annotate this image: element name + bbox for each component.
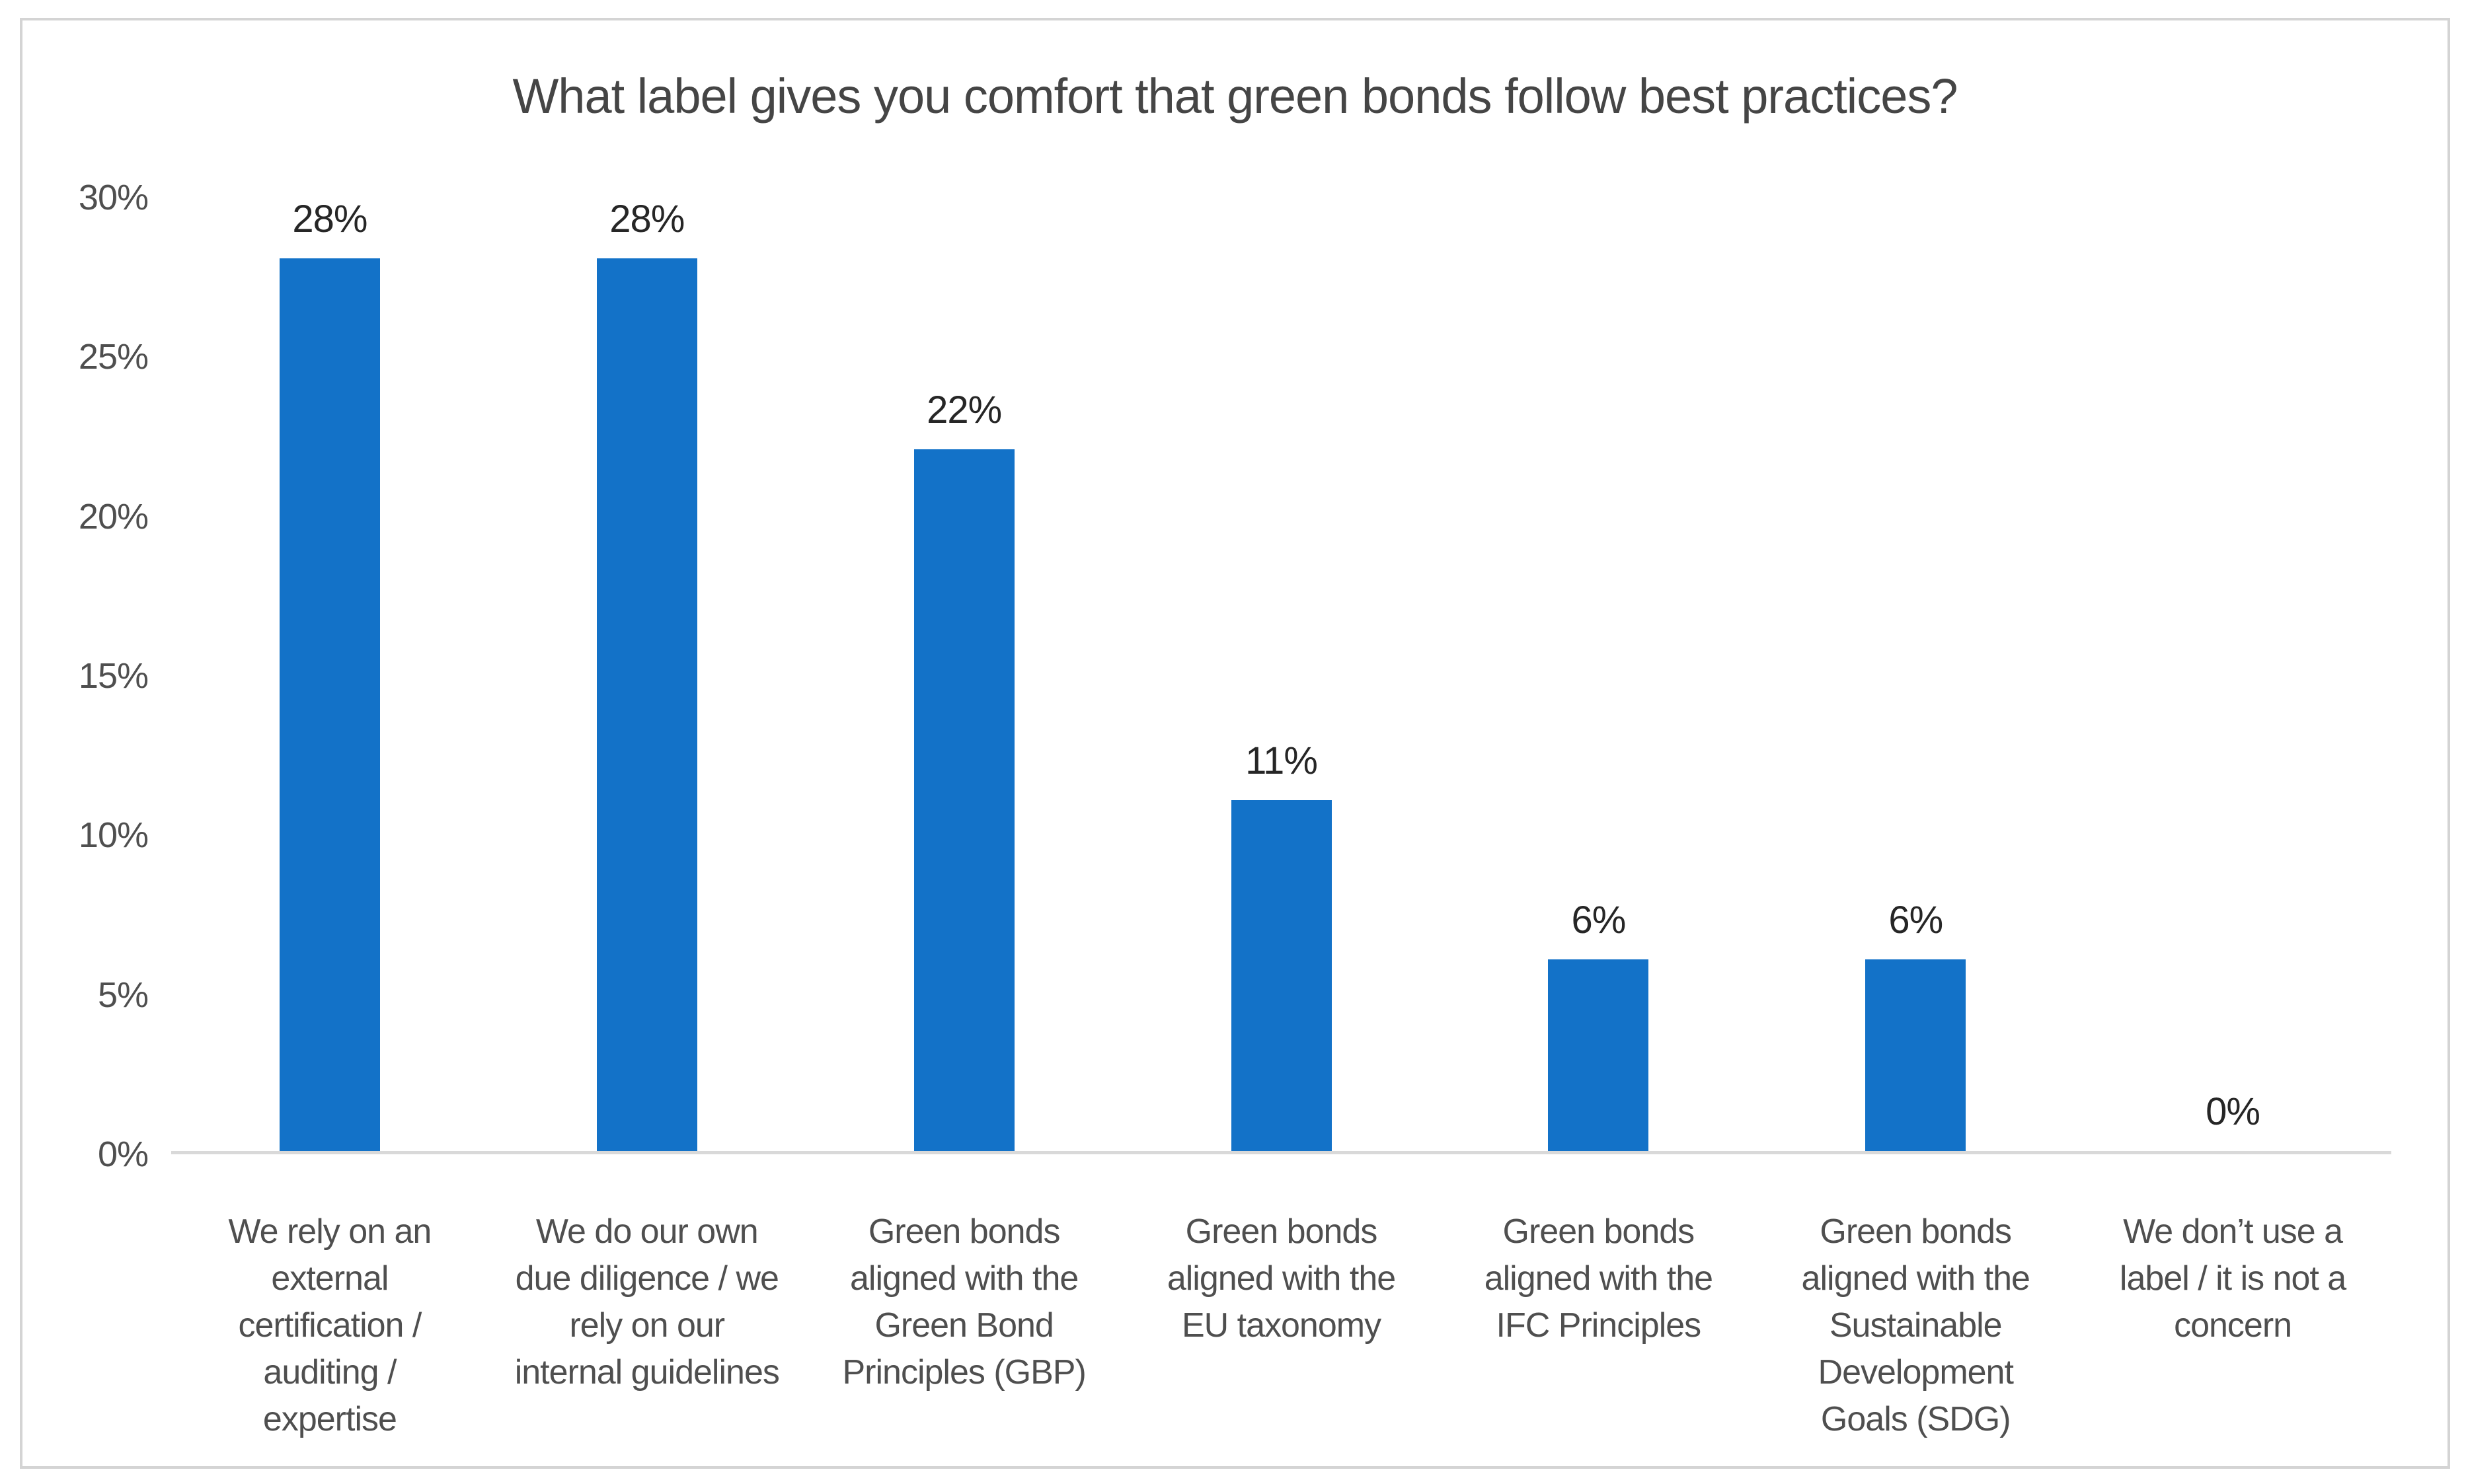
x-axis-label: Green bonds aligned with the IFC Princip…: [1484, 1212, 1713, 1345]
y-axis-tick-10: 10%: [78, 815, 149, 855]
x-axis: We rely on an external certification / a…: [171, 1208, 2391, 1443]
bar-ifc-principles: [1548, 959, 1649, 1151]
bar-value-label: 28%: [292, 197, 367, 241]
y-axis-tick-15: 15%: [78, 656, 149, 696]
bar-group: 6%: [1440, 198, 1757, 1151]
chart-title: What label gives you comfort that green …: [512, 69, 1958, 124]
chart-frame: What label gives you comfort that green …: [20, 18, 2450, 1469]
bar-green-bond-principles: [913, 449, 1015, 1151]
x-axis-label: We don’t use a label / it is not a conce…: [2119, 1212, 2346, 1345]
bar-value-label: 0%: [2206, 1090, 2260, 1133]
bar-group: 22%: [806, 198, 1123, 1151]
x-axis-label: Green bonds aligned with the Green Bond …: [842, 1212, 1086, 1391]
x-axis-label: Green bonds aligned with the Sustainable…: [1801, 1212, 2030, 1438]
bar-value-label: 6%: [1571, 899, 1626, 942]
bar-group: 6%: [1757, 198, 2074, 1151]
bar-group: 28%: [171, 198, 488, 1151]
y-axis-tick-5: 5%: [97, 975, 149, 1015]
plot-area: 28% 28% 22% 11% 6% 6% 0%: [171, 198, 2391, 1154]
y-axis-tick-25: 25%: [78, 337, 149, 377]
x-axis-label: Green bonds aligned with the EU taxonomy: [1167, 1212, 1396, 1345]
y-axis-tick-30: 30%: [78, 178, 149, 217]
bar-own-due-diligence: [596, 258, 697, 1151]
bar-group: 0%: [2074, 198, 2391, 1151]
bar-eu-taxonomy: [1231, 800, 1332, 1151]
x-axis-label: We do our own due diligence / we rely on…: [514, 1212, 780, 1391]
bar-value-label: 28%: [609, 197, 685, 241]
y-axis-tick-0: 0%: [97, 1134, 149, 1174]
bar-value-label: 11%: [1245, 739, 1318, 783]
bar-group: 28%: [488, 198, 806, 1151]
bar-value-label: 22%: [927, 389, 1002, 432]
y-axis: 30% 25% 20% 15% 10% 5% 0%: [22, 20, 155, 1466]
x-axis-label: We rely on an external certification / a…: [228, 1212, 432, 1438]
bar-value-label: 6%: [1888, 899, 1943, 942]
bar-external-certification: [279, 258, 380, 1151]
y-axis-tick-20: 20%: [78, 497, 149, 537]
bar-sdg: [1865, 959, 1966, 1151]
bar-group: 11%: [1123, 198, 1440, 1151]
